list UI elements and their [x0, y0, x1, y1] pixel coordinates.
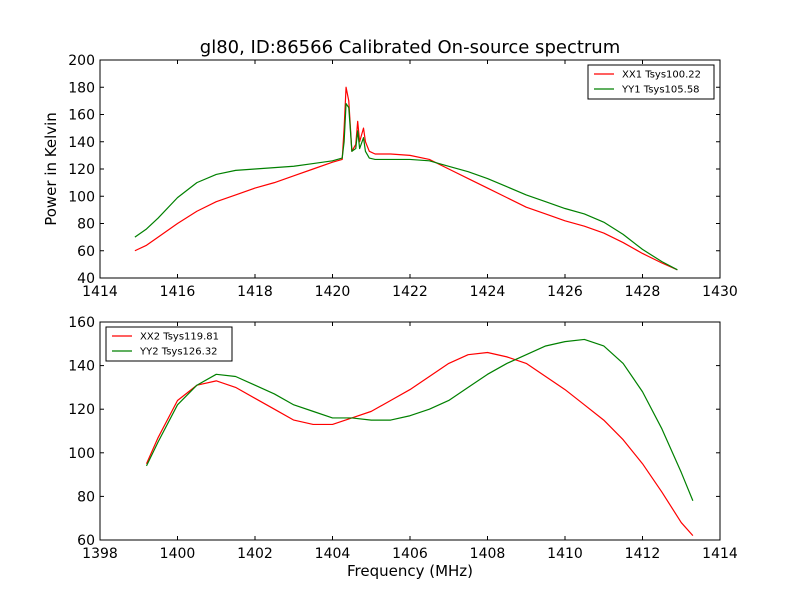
bottom-spectrum-panel: 1398 1400 1402 1404 1406 1408 1410 1412 1414 60 80…: [68, 315, 738, 562]
y-tick-label: 140: [68, 359, 95, 375]
x-tick-label: 1402: [237, 546, 273, 562]
x-tick-label: 1400: [160, 546, 196, 562]
legend-label: YY2 Tsys126.32: [139, 347, 218, 358]
y-tick-label: 160: [68, 315, 95, 331]
y-tick-label: 80: [77, 217, 95, 233]
y-tick-label: 140: [68, 135, 95, 151]
x-tick-label: 1420: [315, 284, 351, 300]
legend-box: [105, 326, 233, 362]
y-tick-label: 80: [77, 489, 95, 505]
x-tick-label: 1422: [392, 284, 428, 300]
legend: XX1 Tsys100.22 YY1 Tsys105.58: [587, 64, 715, 100]
y-tick-label: 100: [68, 189, 95, 205]
legend-label: XX1 Tsys100.22: [622, 70, 701, 81]
x-tick-label: 1416: [160, 284, 196, 300]
x-tick-label: 1426: [547, 284, 583, 300]
x-tick-label: 1408: [470, 546, 506, 562]
legend-label: XX2 Tsys119.81: [140, 332, 219, 343]
x-tick-label: 1414: [702, 546, 738, 562]
x-tick-label: 1398: [82, 546, 118, 562]
x-axis-label: Frequency (MHz): [347, 562, 473, 580]
legend-label: YY1 Tsys105.58: [621, 85, 700, 96]
series-line-xx1: [134, 86, 678, 271]
series-line-xx2: [145, 351, 694, 537]
x-tick-label: 1424: [470, 284, 506, 300]
x-tick-label: 1428: [625, 284, 661, 300]
y-tick-label: 160: [68, 108, 95, 124]
x-tick-label: 1430: [702, 284, 738, 300]
y-tick-label: 60: [77, 244, 95, 260]
series-line-yy1: [134, 103, 678, 271]
top-spectrum-panel: 1414 1416 1418 1420 1422 1424 1426 1428 1430 40 60…: [42, 53, 738, 300]
y-tick-label: 60: [77, 533, 95, 549]
y-tick-label: 40: [77, 271, 95, 287]
legend: XX2 Tsys119.81 YY2 Tsys126.32: [105, 326, 233, 362]
chart-title: gl80, ID:86566 Calibrated On-source spec…: [200, 37, 620, 58]
y-tick-label: 100: [68, 446, 95, 462]
y-tick-label: 120: [68, 162, 95, 178]
y-tick-label: 180: [68, 80, 95, 96]
x-tick-label: 1414: [82, 284, 118, 300]
x-tick-label: 1410: [547, 546, 583, 562]
y-tick-label: 200: [68, 53, 95, 69]
legend-box: [587, 64, 715, 100]
x-tick-label: 1418: [237, 284, 273, 300]
x-tick-label: 1412: [625, 546, 661, 562]
series-line-yy2: [145, 338, 694, 501]
x-tick-label: 1404: [315, 546, 351, 562]
y-tick-label: 120: [68, 402, 95, 418]
x-tick-label: 1406: [392, 546, 428, 562]
y-axis-label: Power in Kelvin: [42, 112, 60, 226]
